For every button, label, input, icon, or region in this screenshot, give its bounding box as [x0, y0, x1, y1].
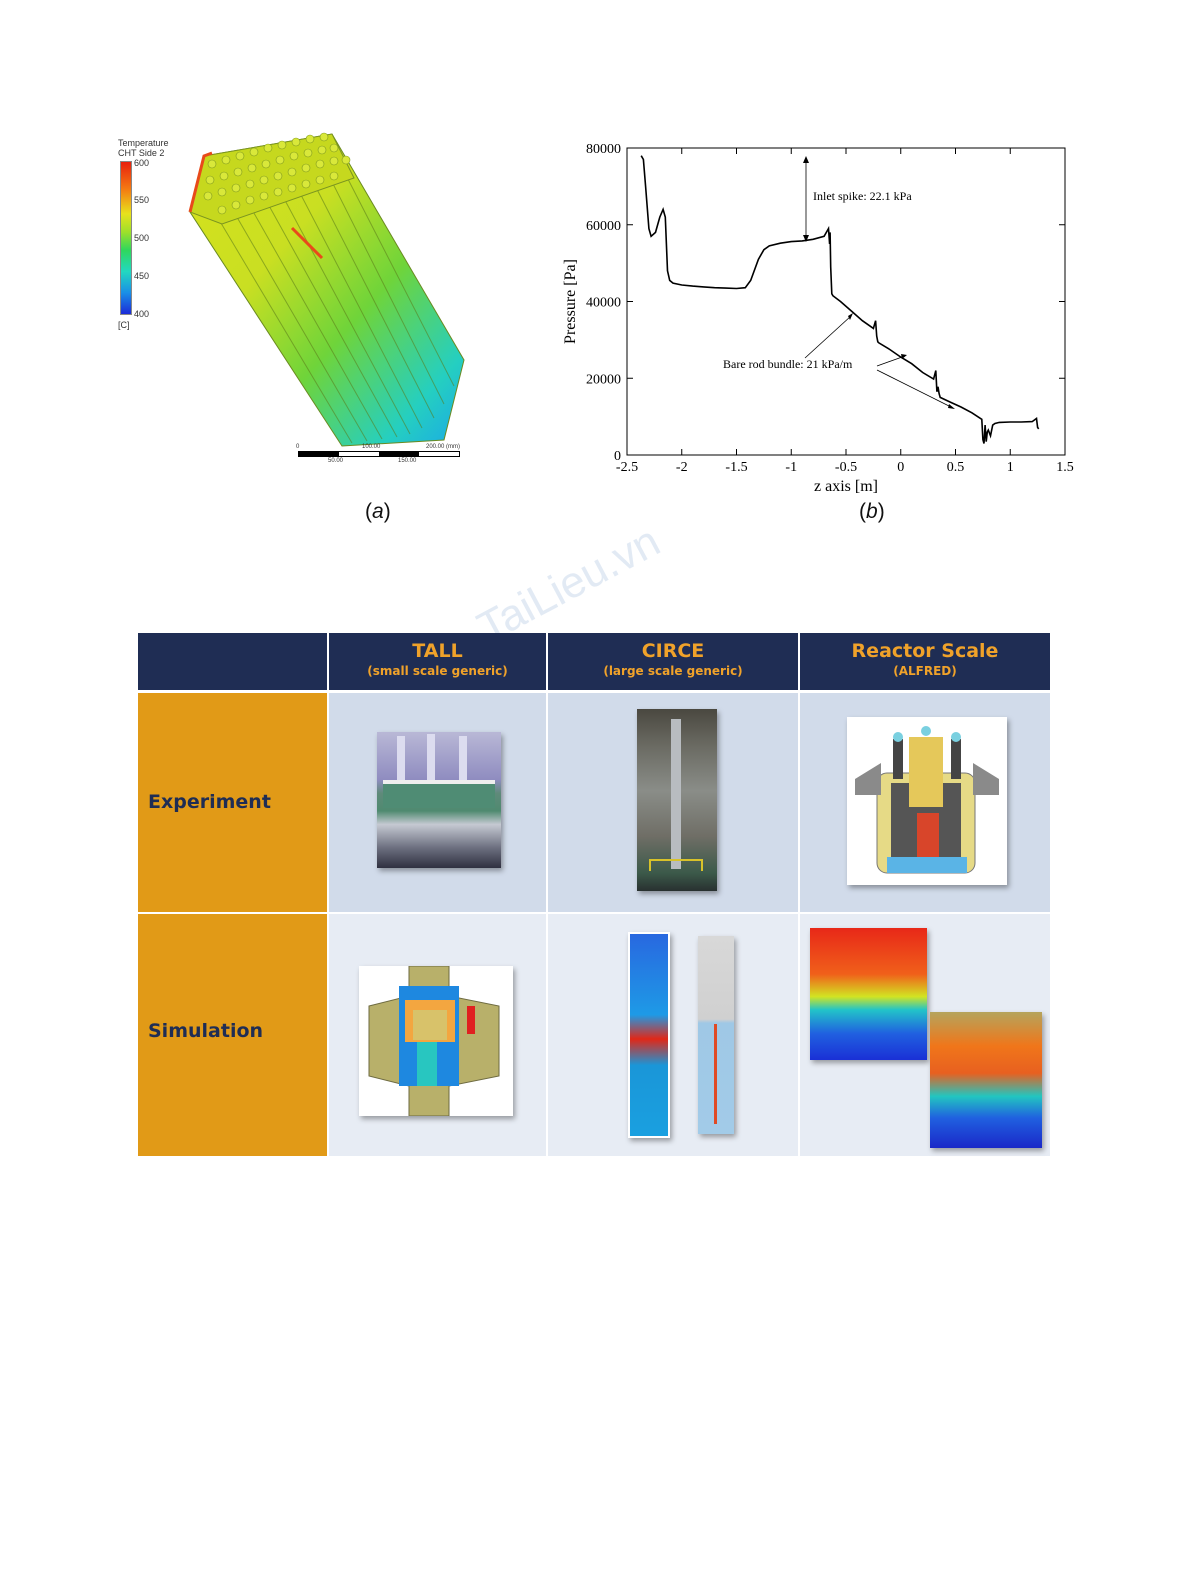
simulation-row-label: Simulation	[138, 914, 327, 1156]
pressure-chart: -2.5 -2 -1.5 -1 -0.5 0 0.5 1 1.5 0 20000 40000 60000…	[562, 142, 1074, 495]
scale-label-50: 50.00	[328, 458, 344, 464]
circe-simulation-cell	[548, 914, 798, 1156]
axis-ticks: -2.5 -2 -1.5 -1 -0.5 0 0.5 1 1.5 0 20000 40000 60000…	[586, 142, 1074, 475]
table-header-tall: TALL (small scale generic)	[329, 633, 546, 690]
scale-label-150: 150.00	[398, 458, 417, 464]
table-header-circe: CIRCE (large scale generic)	[548, 633, 798, 690]
legend-tick-450: 450	[134, 271, 150, 281]
circe-yellow-rail	[649, 859, 703, 871]
x-tick-label: -1	[785, 460, 797, 475]
tall-green-band	[383, 780, 495, 808]
figure-a-rod-bundle: Temperature CHT Side 2 600 550 500 450 4…	[112, 128, 472, 468]
tall-title: TALL	[412, 640, 463, 662]
tall-pipe-1	[397, 736, 405, 780]
tall-pipe-3	[459, 736, 467, 780]
circe-simulation-render-1	[628, 932, 670, 1138]
y-tick-label: 0	[614, 449, 621, 464]
table-header-reactor-scale: Reactor Scale (ALFRED)	[800, 633, 1050, 690]
tall-experiment-photo	[377, 732, 501, 868]
x-axis-label: z axis [m]	[814, 478, 878, 495]
tall-pipe-2	[427, 734, 435, 780]
experiment-row-label: Experiment	[138, 693, 327, 912]
x-tick-label: 1	[1007, 460, 1014, 475]
tall-experiment-cell	[329, 693, 546, 912]
x-tick-label: -2	[676, 460, 688, 475]
tall-subtitle: (small scale generic)	[367, 664, 508, 678]
circe-column	[671, 719, 681, 869]
tall-simulation-render	[359, 965, 513, 1117]
legend-title: Temperature CHT Side 2	[118, 138, 169, 158]
annotation-inlet-spike-text: Inlet spike: 22.1 kPa	[813, 189, 912, 203]
inlet-spike-arrowhead-top	[803, 156, 809, 163]
temperature-colorbar	[120, 161, 132, 315]
scale-label-200: 200.00 (mm)	[426, 444, 461, 450]
scale-bar	[298, 451, 460, 457]
x-tick-label: -0.5	[835, 460, 857, 475]
caption-a: (a)	[365, 500, 391, 523]
bundle-hot-line	[290, 226, 324, 260]
reactor-scale-subtitle: (ALFRED)	[893, 664, 957, 678]
legend-tick-600: 600	[134, 158, 150, 168]
annotation-bare-rod: Bare rod bundle: 21 kPa/m	[723, 313, 955, 409]
x-tick-label: 0	[897, 460, 904, 475]
facility-comparison-table: TALL (small scale generic) CIRCE (large …	[138, 633, 1050, 1156]
annotation-inlet-spike: Inlet spike: 22.1 kPa	[803, 156, 912, 242]
circe-title: CIRCE	[641, 640, 705, 662]
experiment-label-text: Experiment	[148, 791, 271, 813]
alfred-simulation-render-2	[930, 1012, 1042, 1148]
scale-label-100: 100.00	[362, 444, 381, 450]
bare-rod-arrow-3	[876, 369, 954, 409]
rod-ends	[203, 132, 351, 215]
x-tick-label: -2.5	[616, 460, 638, 475]
bare-rod-arrowhead-3	[948, 404, 955, 409]
bare-rod-arrowhead-1	[848, 313, 853, 320]
inlet-spike-arrowhead-bottom	[803, 235, 809, 242]
y-tick-label: 80000	[586, 142, 621, 157]
legend-tick-400: 400	[134, 309, 150, 319]
scale-label-0: 0	[296, 444, 300, 450]
x-tick-label: 0.5	[947, 460, 965, 475]
simulation-label-text: Simulation	[148, 1020, 264, 1042]
legend-tick-500: 500	[134, 233, 150, 243]
y-axis-label: Pressure [Pa]	[562, 259, 579, 344]
y-tick-label: 20000	[586, 372, 621, 387]
tall-simulation-cell	[329, 914, 546, 1156]
circe-simulation-render-2	[698, 936, 734, 1134]
rod-bundle-rendering	[188, 132, 465, 447]
caption-b-letter: b	[866, 500, 878, 523]
legend-title-line2: CHT Side 2	[118, 148, 165, 158]
alfred-experiment-cell	[800, 693, 1050, 912]
alfred-cutaway-drawing	[847, 717, 1007, 885]
circe-sim-rod	[714, 1024, 717, 1124]
rod-lines	[211, 143, 455, 444]
circe-experiment-photo	[637, 709, 717, 891]
legend-unit: [C]	[118, 320, 130, 330]
alfred-simulation-render-1	[810, 928, 927, 1060]
table-header-corner	[138, 633, 327, 690]
circe-experiment-cell	[548, 693, 798, 912]
legend-title-line1: Temperature	[118, 138, 169, 148]
x-tick-label: 1.5	[1056, 460, 1074, 475]
bare-rod-arrowhead-2	[901, 354, 907, 359]
bundle-hot-edge	[188, 151, 213, 213]
y-tick-label: 40000	[586, 296, 621, 311]
caption-a-letter: a	[372, 500, 384, 523]
caption-b: (b)	[859, 500, 885, 523]
pressure-series-line	[640, 155, 1040, 444]
y-tick-label: 60000	[586, 219, 621, 234]
circe-subtitle: (large scale generic)	[603, 664, 743, 678]
tall-simulation-svg	[368, 965, 500, 1117]
bare-rod-arrow-1	[804, 315, 852, 359]
x-tick-label: -1.5	[725, 460, 747, 475]
bare-rod-arrow-2	[876, 355, 906, 367]
legend-tick-550: 550	[134, 195, 150, 205]
annotation-bare-rod-text: Bare rod bundle: 21 kPa/m	[723, 357, 853, 371]
alfred-cutaway-svg	[855, 726, 999, 874]
reactor-scale-title: Reactor Scale	[851, 640, 999, 662]
alfred-simulation-cell	[800, 914, 1050, 1156]
